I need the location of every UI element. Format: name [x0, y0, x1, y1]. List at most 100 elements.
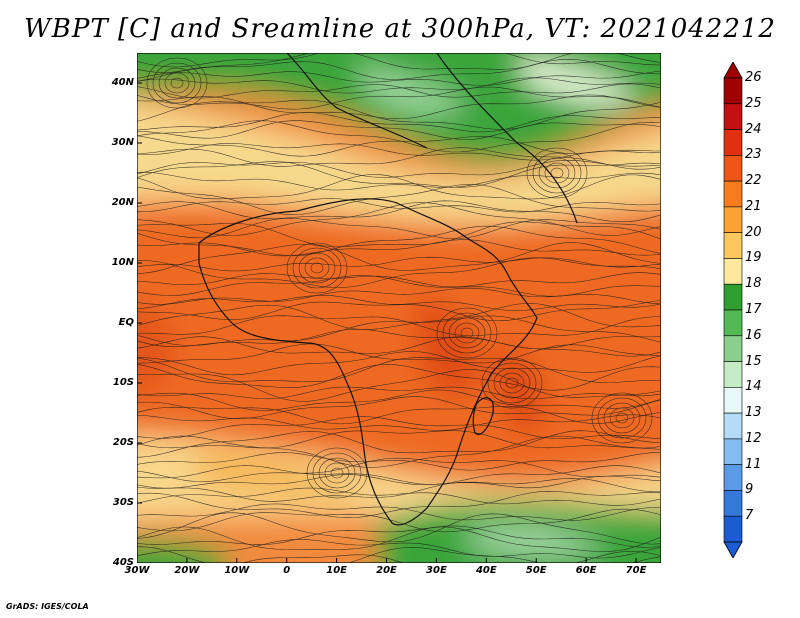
streamline	[137, 512, 661, 545]
streamline	[137, 539, 661, 559]
lat-tick-label: EQ	[118, 317, 134, 328]
streamline	[137, 457, 661, 482]
colorbar-swatch	[723, 412, 743, 440]
lon-tick-label: 70E	[625, 565, 647, 576]
streamline	[137, 508, 661, 533]
colorbar-swatch	[723, 283, 743, 311]
streamline-vortex	[306, 447, 368, 499]
streamline	[137, 112, 660, 133]
streamline-vortex	[310, 262, 324, 274]
colorbar-label: 7	[745, 508, 754, 524]
streamline	[137, 435, 661, 468]
streamline	[137, 491, 661, 518]
colorbar-swatch	[723, 515, 743, 543]
streamline	[137, 343, 661, 364]
streamlines	[137, 53, 661, 563]
streamline	[137, 487, 661, 506]
colorbar-swatch	[723, 206, 743, 233]
streamline	[137, 315, 661, 336]
streamline	[137, 328, 661, 350]
colorbar-swatch	[723, 232, 743, 259]
lat-tick-label: 20S	[112, 437, 134, 448]
streamline	[241, 551, 661, 563]
streamline	[137, 303, 661, 330]
colorbar	[723, 62, 743, 558]
lat-tick-label: 40S	[112, 557, 134, 568]
streamline-vortex	[448, 317, 486, 349]
streamline-vortex	[481, 357, 543, 409]
lon-tick-label: 20E	[376, 565, 397, 576]
streamline-vortex	[286, 242, 348, 294]
grads-credit: GrADS: IGES/COLA	[6, 602, 89, 611]
lat-tick-label: 20N	[111, 197, 134, 208]
streamline-vortex	[324, 462, 350, 484]
streamline	[137, 70, 661, 86]
streamline-vortex	[532, 152, 582, 194]
streamline	[137, 174, 661, 200]
streamline	[137, 198, 661, 213]
colorbar-label: 25	[745, 95, 762, 111]
lon-tick-label: 60E	[575, 565, 597, 576]
lon-tick-label: 40E	[475, 565, 497, 576]
colorbar-label: 21	[745, 198, 762, 214]
colorbar-label: 26	[745, 70, 762, 85]
streamline	[137, 526, 661, 552]
lat-tick-label: 40N	[111, 77, 134, 88]
streamline-vortex	[146, 57, 208, 109]
streamline	[137, 221, 661, 247]
streamline	[137, 357, 660, 383]
streamline	[137, 120, 661, 140]
streamline-vortex	[603, 402, 641, 434]
streamline	[137, 386, 661, 400]
colorbar-top-arrow	[723, 62, 743, 79]
streamline	[137, 272, 661, 288]
colorbar-label: 24	[745, 121, 762, 137]
streamline-vortex	[460, 327, 474, 339]
coastlines	[198, 53, 578, 526]
colorbar-swatch	[723, 155, 743, 182]
streamline	[137, 202, 661, 236]
colorbar-label: 23	[745, 147, 762, 163]
streamline-vortex	[499, 372, 525, 394]
streamline	[137, 351, 661, 376]
streamline	[137, 287, 661, 305]
streamline	[137, 239, 661, 257]
colorbar-label: 17	[745, 302, 762, 317]
streamline	[137, 396, 661, 419]
streamline	[137, 430, 661, 458]
lon-tick-label: 30E	[426, 565, 447, 576]
lon-tick-label: 50E	[525, 565, 547, 576]
lon-tick-label: 0	[283, 565, 291, 576]
grid-frame	[137, 53, 661, 563]
streamline	[137, 405, 661, 425]
streamline-vortex	[304, 257, 330, 279]
streamline-vortex	[538, 157, 576, 189]
streamline	[137, 200, 661, 223]
colorbar-swatch	[723, 464, 743, 491]
lat-tick-label: 30N	[111, 137, 134, 148]
streamline	[137, 120, 661, 153]
colorbar-bottom-arrow	[723, 541, 743, 558]
colorbar-label: 15	[745, 353, 762, 369]
lat-tick-label: 10N	[111, 257, 134, 268]
streamline	[137, 275, 661, 297]
streamline	[137, 83, 661, 99]
streamline-vortex	[170, 77, 184, 89]
streamline	[137, 452, 661, 471]
streamline	[137, 389, 661, 411]
streamline-vortex	[298, 252, 336, 284]
streamline	[137, 225, 661, 257]
streamline-vortex	[505, 377, 519, 389]
colorbar-swatch	[723, 180, 743, 208]
streamline-vortex	[318, 457, 356, 489]
colorbar-swatch	[723, 103, 743, 130]
colorbar-label: 11	[745, 456, 762, 472]
streamline-vortex	[591, 392, 653, 444]
streamline	[137, 242, 661, 274]
streamline	[137, 59, 661, 82]
streamline	[137, 160, 661, 178]
colorbar-label: 19	[745, 250, 762, 266]
streamline	[137, 465, 661, 485]
colorbar-label: 13	[745, 405, 762, 421]
colorbar-swatch	[723, 361, 743, 388]
